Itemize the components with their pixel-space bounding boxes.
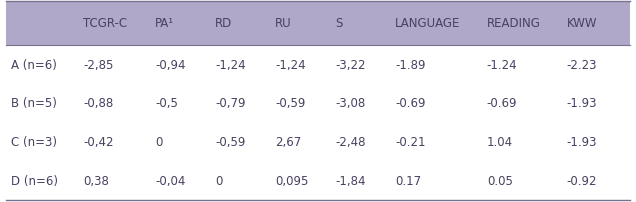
Text: -0,5: -0,5 xyxy=(155,97,178,110)
Text: -1,24: -1,24 xyxy=(215,58,245,71)
Text: 0.17: 0.17 xyxy=(395,174,421,187)
Text: 0.05: 0.05 xyxy=(487,174,513,187)
Text: -2,85: -2,85 xyxy=(83,58,114,71)
Text: -1.89: -1.89 xyxy=(395,58,425,71)
Text: 0: 0 xyxy=(215,174,223,187)
Text: S: S xyxy=(335,17,342,30)
Text: PA¹: PA¹ xyxy=(155,17,174,30)
Text: KWW: KWW xyxy=(567,17,597,30)
Text: C (n=3): C (n=3) xyxy=(11,136,57,148)
Text: TCGR-C: TCGR-C xyxy=(83,17,127,30)
Text: -0,42: -0,42 xyxy=(83,136,114,148)
Text: -2.23: -2.23 xyxy=(567,58,597,71)
Text: -1,84: -1,84 xyxy=(335,174,366,187)
Text: -3,08: -3,08 xyxy=(335,97,365,110)
Text: 0,095: 0,095 xyxy=(275,174,308,187)
Text: 0,38: 0,38 xyxy=(83,174,109,187)
Text: 1.04: 1.04 xyxy=(487,136,513,148)
Text: -0,79: -0,79 xyxy=(215,97,245,110)
Text: -0,59: -0,59 xyxy=(215,136,245,148)
Text: -0.92: -0.92 xyxy=(567,174,597,187)
Text: -0,94: -0,94 xyxy=(155,58,186,71)
Text: READING: READING xyxy=(487,17,541,30)
Bar xyxy=(6,2,630,46)
Text: A (n=6): A (n=6) xyxy=(11,58,57,71)
Text: -0,04: -0,04 xyxy=(155,174,186,187)
Text: -3,22: -3,22 xyxy=(335,58,366,71)
Text: B (n=5): B (n=5) xyxy=(11,97,57,110)
Text: -0,59: -0,59 xyxy=(275,97,305,110)
Text: -0.69: -0.69 xyxy=(487,97,517,110)
Text: RU: RU xyxy=(275,17,292,30)
Text: -2,48: -2,48 xyxy=(335,136,366,148)
Text: -1.24: -1.24 xyxy=(487,58,518,71)
Text: RD: RD xyxy=(215,17,232,30)
Text: D (n=6): D (n=6) xyxy=(11,174,59,187)
Text: -0.69: -0.69 xyxy=(395,97,425,110)
Text: LANGUAGE: LANGUAGE xyxy=(395,17,460,30)
Text: -1.93: -1.93 xyxy=(567,136,597,148)
Text: 2,67: 2,67 xyxy=(275,136,301,148)
Text: -0,88: -0,88 xyxy=(83,97,113,110)
Text: -0.21: -0.21 xyxy=(395,136,425,148)
Text: -1.93: -1.93 xyxy=(567,97,597,110)
Text: -1,24: -1,24 xyxy=(275,58,306,71)
Text: 0: 0 xyxy=(155,136,163,148)
